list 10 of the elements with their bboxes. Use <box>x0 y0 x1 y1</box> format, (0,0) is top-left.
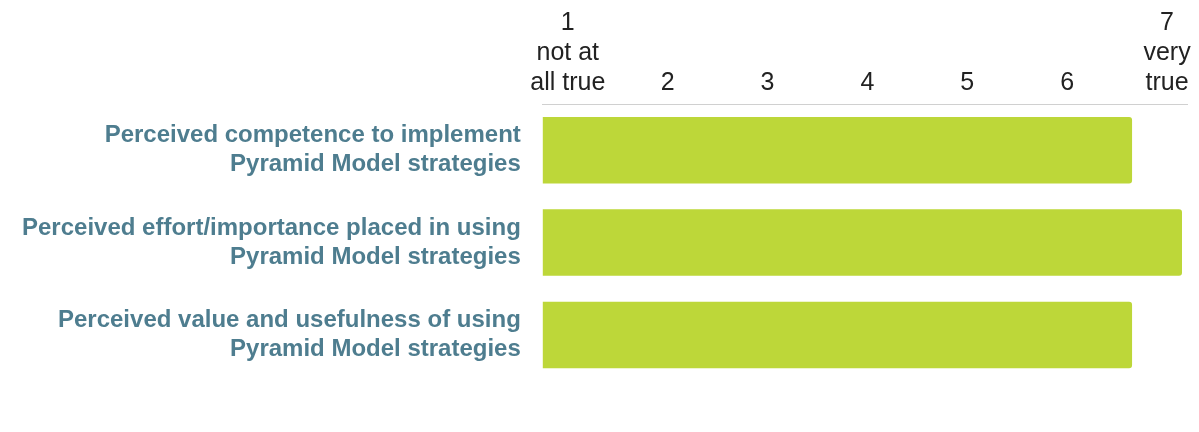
x-tick-label: 2 <box>660 66 675 95</box>
y-tick-label: Perceived competence to implement Pyramid Model strategies <box>104 120 521 177</box>
x-tick-label: 7 very true <box>1143 6 1192 95</box>
y-tick-label: Perceived value and usefulness of using Pyramid Model strategies <box>57 305 521 362</box>
x-tick-label: 3 <box>760 66 775 95</box>
y-tick-label: Perceived effort/importance placed in using Pyramid Model strategies <box>22 212 521 269</box>
x-tick-label: 1 not at all true <box>530 6 606 95</box>
x-tick-label: 5 <box>960 66 975 95</box>
x-tick-label: 4 <box>860 66 875 95</box>
x-tick-label: 6 <box>1060 66 1075 95</box>
